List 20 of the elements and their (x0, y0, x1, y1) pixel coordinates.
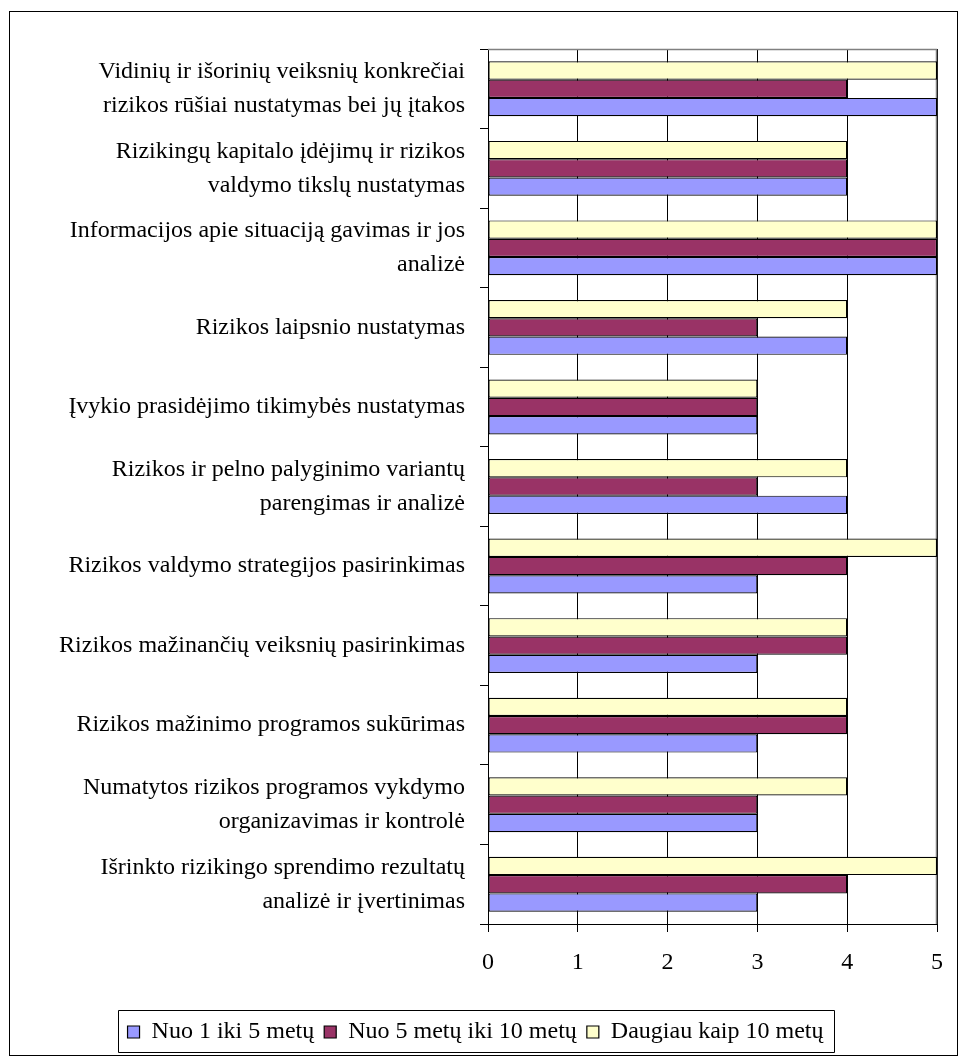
x-tick-label: 4 (841, 947, 854, 974)
legend-label: Nuo 5 metų iki 10 metų (348, 1017, 578, 1044)
legend-label: Daugiau kaip 10 metų (610, 1017, 825, 1044)
x-tick-label: 5 (931, 947, 943, 974)
x-tick-label: 0 (482, 947, 494, 974)
y-tick-label: Rizikos mažinančių veiksnių pasirinkimas (59, 630, 465, 657)
y-tick-label: Numatytos rizikos programos vykdymo organizavimas ir kontrolė (83, 772, 465, 833)
y-tick-label: Rizikingų kapitalo įdėjimų ir rizikos valdymo tikslų nustatymas (115, 136, 465, 197)
y-tick-label: Rizikos ir pelno palyginimo variantų parengimas ir analizė (111, 454, 466, 515)
x-tick-label: 1 (571, 947, 584, 974)
x-tick-label: 3 (751, 947, 764, 974)
y-tick-label: Rizikos valdymo strategijos pasirinkimas (68, 551, 465, 578)
y-tick-label: Išrinkto rizikingo sprendimo rezultatų analizė ir įvertinimas (100, 852, 466, 913)
y-tick-label: Rizikos laipsnio nustatymas (195, 312, 465, 339)
y-tick-label: Įvykio prasidėjimo tikimybės nustatymas (68, 392, 465, 419)
y-tick-label: Vidinių ir išorinių veiksnių konkrečiai rizikos rūšiai nustatymas bei jų įtakos (98, 57, 466, 118)
y-tick-label: Informacijos apie situaciją gavimas ir jos analizė (69, 216, 465, 277)
y-tick-label: Rizikos mažinimo programos sukūrimas (76, 710, 465, 737)
legend-label: Nuo 1 iki 5 metų (151, 1017, 316, 1044)
x-tick-label: 2 (661, 947, 674, 974)
